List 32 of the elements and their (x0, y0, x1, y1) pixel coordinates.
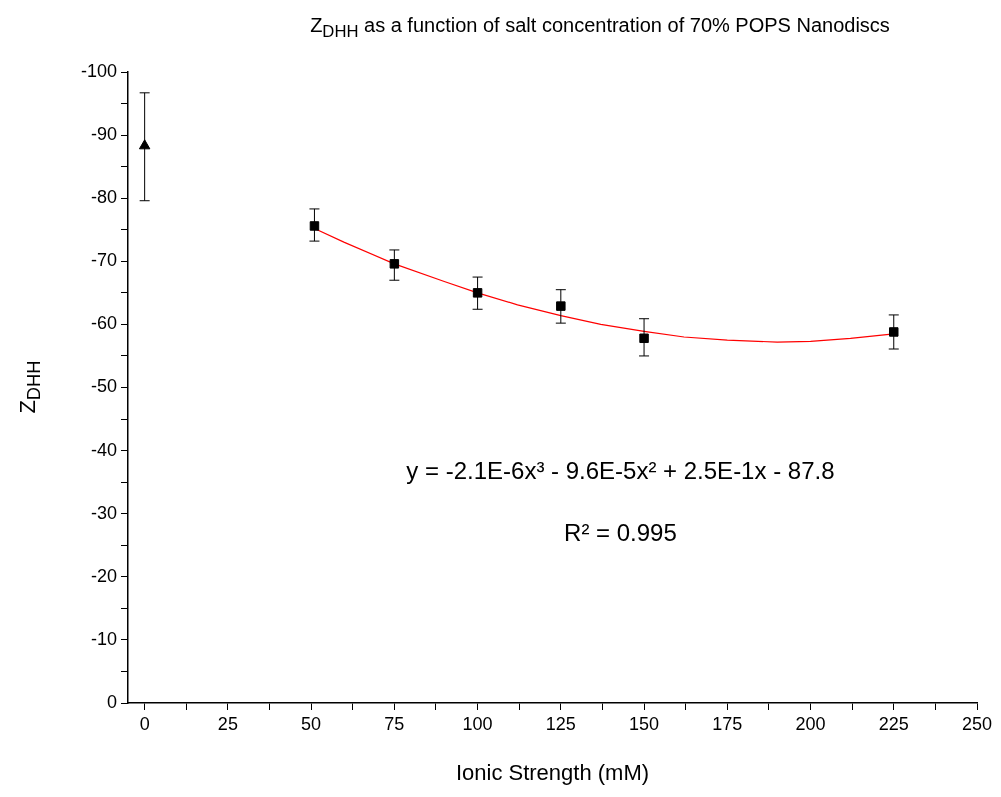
y-tick-label: -20 (90, 565, 117, 586)
y-tick-label: 0 (106, 691, 117, 712)
point (889, 327, 899, 337)
x-tick-label: 225 (878, 713, 909, 734)
y-tick-label: -30 (90, 502, 117, 523)
point (389, 259, 400, 269)
annotation: y = -2.1E-6x³ - 9.6E-5x² + 2.5E-1x - 87.8 (406, 456, 835, 484)
x-tick-label: 200 (795, 713, 826, 734)
x-tick-label: 150 (629, 713, 660, 734)
x-axis-title: Ionic Strength (mM) (454, 760, 651, 786)
y-tick-label: -50 (90, 376, 117, 397)
x-tick-label: 25 (217, 713, 238, 734)
point (309, 221, 320, 231)
annotation: R² = 0.995 (564, 518, 677, 546)
y-tick-label: -90 (90, 124, 117, 145)
x-tick-label: 175 (712, 713, 743, 734)
x-tick-label: 250 (961, 713, 993, 734)
y-tick-label: -100 (80, 60, 117, 81)
x-tick-label: 75 (384, 713, 405, 734)
point (472, 288, 483, 298)
chart-title: Z$_{DHH}$ as a function of salt concentration of 70% POPS Nanodiscs (309, 14, 891, 42)
y-tick-label: -80 (90, 187, 117, 208)
y-tick-label: -10 (90, 628, 117, 649)
x-tick-label: 100 (462, 713, 493, 734)
y-tick-label: -40 (90, 439, 117, 460)
x-tick-label: 125 (545, 713, 576, 734)
y-tick-label: -60 (90, 313, 117, 334)
point (556, 301, 566, 311)
x-tick-label: 0 (139, 713, 150, 734)
x-tick-label: 50 (301, 713, 322, 734)
point (639, 333, 649, 344)
y-tick-label: -70 (90, 250, 117, 271)
